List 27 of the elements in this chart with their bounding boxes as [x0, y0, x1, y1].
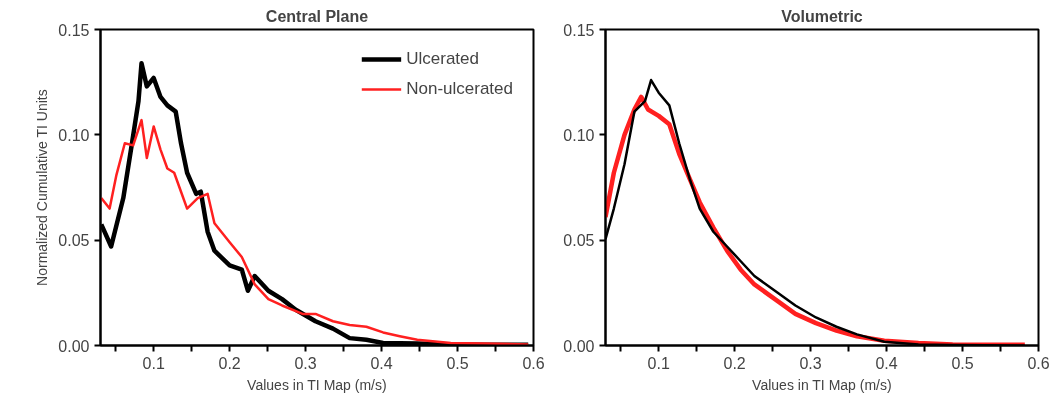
chart-title: Central Plane — [265, 7, 369, 25]
x-tick-label: 0.5 — [446, 354, 469, 372]
y-tick-label: 0.15 — [58, 21, 90, 39]
x-tick-label: 0.3 — [799, 354, 822, 372]
x-tick-label: 0.2 — [218, 354, 241, 372]
y-tick-label: 0.00 — [58, 337, 90, 355]
x-tick-label: 0.3 — [294, 354, 317, 372]
y-axis-title: Normalized Cumulative TI Units — [34, 89, 51, 286]
y-tick-label: 0.10 — [563, 126, 595, 144]
y-tick-label: 0.10 — [58, 126, 90, 144]
y-tick-label: 0.05 — [563, 232, 595, 250]
x-tick-label: 0.5 — [951, 354, 974, 372]
x-tick-label: 0.2 — [723, 354, 746, 372]
x-tick-label: 0.1 — [142, 354, 165, 372]
x-tick-label: 0.4 — [875, 354, 898, 372]
y-tick-label: 0.05 — [58, 232, 90, 250]
y-tick-label: 0.00 — [563, 337, 595, 355]
x-axis-title: Values in TI Map (m/s) — [752, 376, 892, 393]
x-tick-label: 0.6 — [522, 354, 545, 372]
legend-label: Ulcerated — [406, 49, 479, 69]
chart-title: Volumetric — [781, 7, 863, 25]
x-tick-label: 0.6 — [1027, 354, 1050, 372]
x-tick-label: 0.1 — [647, 354, 670, 372]
legend-label: Non-ulcerated — [406, 79, 513, 99]
y-tick-label: 0.15 — [563, 21, 595, 39]
x-tick-label: 0.4 — [370, 354, 393, 372]
x-axis-title: Values in TI Map (m/s) — [247, 376, 387, 393]
